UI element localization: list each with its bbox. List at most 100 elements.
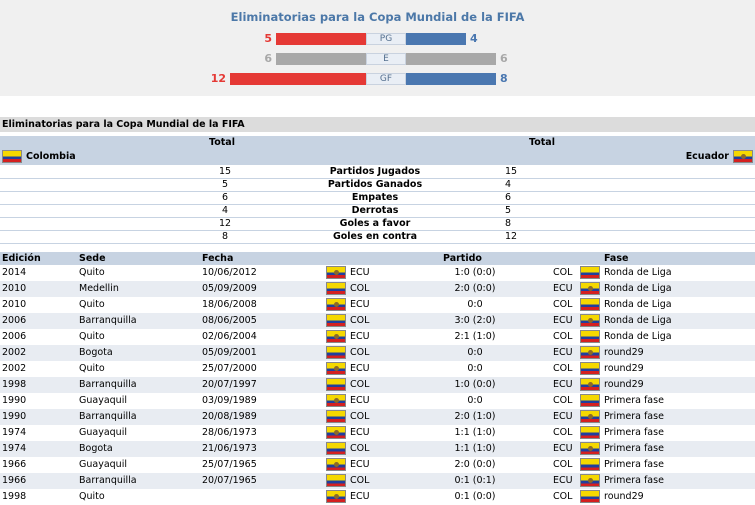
match-fecha: 20/07/1965	[202, 475, 257, 486]
match-home[interactable]: COL	[350, 283, 370, 294]
match-score[interactable]: 0:1 (0:0)	[454, 491, 496, 502]
match-row[interactable]: 2010 Medellin 05/09/2009 COL 2:0 (0:0) ECU Ron…	[0, 281, 755, 297]
match-home[interactable]: COL	[350, 315, 370, 326]
match-home[interactable]: ECU	[350, 395, 370, 406]
colombia-flag-icon	[326, 346, 346, 359]
match-away[interactable]: COL	[553, 395, 573, 406]
match-edicion: 1990	[2, 395, 27, 406]
match-row[interactable]: 1966 Guayaquil 25/07/1965 ECU 2:0 (0:0) COL Pr…	[0, 457, 755, 473]
match-away[interactable]: ECU	[553, 315, 573, 326]
summary-panel: Eliminatorias para la Copa Mundial de la…	[0, 0, 755, 96]
match-score[interactable]: 1:1 (1:0)	[454, 427, 496, 438]
match-row[interactable]: 2006 Quito 02/06/2004 ECU 2:1 (1:0) COL Ronda …	[0, 329, 755, 345]
match-row[interactable]: 2002 Quito 25/07/2000 ECU 0:0 COL round29	[0, 361, 755, 377]
match-edicion: 2010	[2, 283, 27, 294]
team-right-name[interactable]: Ecuador	[685, 151, 729, 162]
comparison-row: GF 12 8	[0, 73, 755, 87]
match-score[interactable]: 2:0 (1:0)	[454, 411, 496, 422]
match-sede: Quito	[79, 491, 105, 502]
match-away[interactable]: ECU	[553, 347, 573, 358]
match-fase: Primera fase	[604, 427, 664, 438]
colombia-flag-icon	[580, 458, 600, 471]
match-away[interactable]: ECU	[553, 283, 573, 294]
match-home[interactable]: COL	[350, 411, 370, 422]
team-left-name[interactable]: Colombia	[26, 151, 76, 162]
bar-right	[406, 53, 496, 65]
match-away[interactable]: ECU	[553, 443, 573, 454]
stat-right: 6	[505, 192, 512, 203]
match-row[interactable]: 2014 Quito 10/06/2012 ECU 1:0 (0:0) COL Ronda …	[0, 265, 755, 281]
match-score[interactable]: 3:0 (2:0)	[454, 315, 496, 326]
stat-label: Partidos Ganados	[327, 179, 423, 190]
match-score[interactable]: 0:1 (0:1)	[454, 475, 496, 486]
match-home[interactable]: COL	[350, 379, 370, 390]
total-right-label: Total	[529, 137, 555, 148]
match-fase: Primera fase	[604, 459, 664, 470]
match-row[interactable]: 1990 Guayaquil 03/09/1989 ECU 0:0 COL Primera …	[0, 393, 755, 409]
match-home[interactable]: COL	[350, 347, 370, 358]
stat-right: 8	[505, 218, 512, 229]
match-score[interactable]: 2:0 (0:0)	[454, 283, 496, 294]
match-home[interactable]: ECU	[350, 459, 370, 470]
match-row[interactable]: 1974 Guayaquil 28/06/1973 ECU 1:1 (1:0) COL Pr…	[0, 425, 755, 441]
comparison-label: PG	[366, 33, 406, 45]
colombia-flag-icon	[2, 150, 22, 163]
colombia-flag-icon	[326, 282, 346, 295]
ecuador-flag-icon	[326, 298, 346, 311]
match-score[interactable]: 0:0	[467, 395, 483, 406]
colombia-flag-icon	[580, 298, 600, 311]
match-score[interactable]: 2:1 (1:0)	[454, 331, 496, 342]
match-away[interactable]: ECU	[553, 411, 573, 422]
match-home[interactable]: ECU	[350, 331, 370, 342]
match-home[interactable]: ECU	[350, 427, 370, 438]
match-home[interactable]: ECU	[350, 491, 370, 502]
match-score[interactable]: 1:1 (1:0)	[454, 443, 496, 454]
match-fase: round29	[604, 491, 644, 502]
stats-total-header: Total Total	[0, 136, 755, 149]
match-away[interactable]: ECU	[553, 379, 573, 390]
comparison-row: PG 5 4	[0, 33, 755, 47]
match-home[interactable]: ECU	[350, 299, 370, 310]
ecuador-flag-icon	[580, 282, 600, 295]
match-home[interactable]: COL	[350, 475, 370, 486]
match-row[interactable]: 1990 Barranquilla 20/08/1989 COL 2:0 (1:0) EC…	[0, 409, 755, 425]
match-away[interactable]: COL	[553, 459, 573, 470]
match-score[interactable]: 1:0 (0:0)	[454, 379, 496, 390]
col-sede: Sede	[79, 253, 106, 264]
summary-title: Eliminatorias para la Copa Mundial de la…	[230, 10, 525, 24]
match-home[interactable]: COL	[350, 443, 370, 454]
match-away[interactable]: COL	[553, 267, 573, 278]
match-away[interactable]: COL	[553, 299, 573, 310]
match-row[interactable]: 1966 Barranquilla 20/07/1965 COL 0:1 (0:1) EC…	[0, 473, 755, 489]
match-row[interactable]: 1998 Quito ECU 0:1 (0:0) COL round29	[0, 489, 755, 505]
match-home[interactable]: ECU	[350, 267, 370, 278]
match-away[interactable]: COL	[553, 363, 573, 374]
match-fecha: 25/07/2000	[202, 363, 257, 374]
match-fase: Ronda de Liga	[604, 267, 672, 278]
colombia-flag-icon	[580, 426, 600, 439]
match-row[interactable]: 2010 Quito 18/06/2008 ECU 0:0 COL Ronda de Lig…	[0, 297, 755, 313]
match-edicion: 1966	[2, 459, 27, 470]
ecuador-flag-icon	[326, 426, 346, 439]
match-away[interactable]: COL	[553, 331, 573, 342]
match-away[interactable]: ECU	[553, 475, 573, 486]
match-score[interactable]: 2:0 (0:0)	[454, 459, 496, 470]
ecuador-flag-icon	[733, 150, 753, 163]
stat-left: 5	[221, 179, 229, 190]
match-row[interactable]: 1998 Barranquilla 20/07/1997 COL 1:0 (0:0) EC…	[0, 377, 755, 393]
match-fecha: 21/06/1973	[202, 443, 257, 454]
match-score[interactable]: 0:0	[467, 347, 483, 358]
match-row[interactable]: 1974 Bogota 21/06/1973 COL 1:1 (1:0) ECU Prime…	[0, 441, 755, 457]
match-row[interactable]: 2002 Bogota 05/09/2001 COL 0:0 ECU round29	[0, 345, 755, 361]
match-fase: Primera fase	[604, 443, 664, 454]
match-edicion: 1998	[2, 491, 27, 502]
match-home[interactable]: ECU	[350, 363, 370, 374]
match-away[interactable]: COL	[553, 427, 573, 438]
match-row[interactable]: 2006 Barranquilla 08/06/2005 COL 3:0 (2:0) EC…	[0, 313, 755, 329]
match-score[interactable]: 0:0	[467, 363, 483, 374]
match-away[interactable]: COL	[553, 491, 573, 502]
match-score[interactable]: 0:0	[467, 299, 483, 310]
match-score[interactable]: 1:0 (0:0)	[454, 267, 496, 278]
bar-left	[276, 53, 366, 65]
matches-header: Edición Sede Fecha Partido Fase	[0, 252, 755, 265]
